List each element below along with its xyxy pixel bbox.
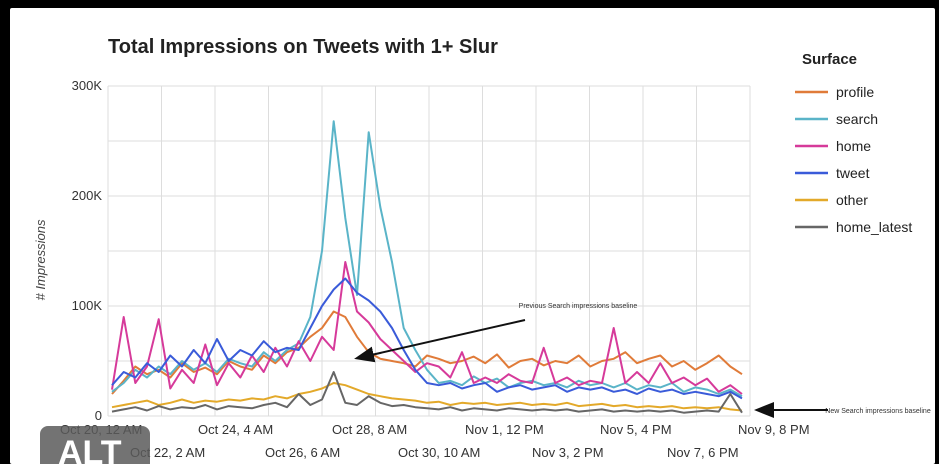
annotation-previous-baseline: Previous Search impressions baseline <box>519 303 638 310</box>
legend-label: home_latest <box>836 219 912 235</box>
x-tick-label: Oct 24, 4 AM <box>198 422 273 437</box>
series-line-other <box>111 382 743 412</box>
x-tick-label: Nov 9, 8 PM <box>738 422 810 437</box>
legend-label: tweet <box>836 165 870 181</box>
annotation-arrow <box>354 319 526 363</box>
y-tick-label: 300K <box>72 78 103 93</box>
x-tick-label: Nov 5, 4 PM <box>600 422 672 437</box>
legend: Surface profile search home tweet other home_… <box>795 51 912 235</box>
series-line-home_latest <box>111 371 743 414</box>
annotation-new-baseline: New Search impressions baseline <box>825 408 931 415</box>
legend-label: home <box>836 138 871 154</box>
y-tick-labels: 0 100K 200K 300K <box>72 78 103 423</box>
series-lines <box>111 120 743 414</box>
series-line-profile <box>111 310 743 395</box>
y-tick-label: 0 <box>95 408 102 423</box>
x-tick-label: Nov 7, 6 PM <box>667 445 739 460</box>
legend-label: other <box>836 192 868 208</box>
y-tick-label: 200K <box>72 188 103 203</box>
annotations: Previous Search impressions baseline New … <box>354 303 931 418</box>
legend-label: profile <box>836 84 874 100</box>
legend-title: Surface <box>802 51 857 68</box>
series-line-search <box>111 120 743 398</box>
chart-card: Total Impressions on Tweets with 1+ Slur… <box>10 8 935 464</box>
alt-badge[interactable]: ALT <box>40 426 150 464</box>
legend-label: search <box>836 111 878 127</box>
y-tick-label: 100K <box>72 298 103 313</box>
x-tick-label: Oct 28, 8 AM <box>332 422 407 437</box>
x-tick-label: Oct 26, 6 AM <box>265 445 340 460</box>
chart-title: Total Impressions on Tweets with 1+ Slur <box>108 36 498 58</box>
x-tick-label: Nov 1, 12 PM <box>465 422 544 437</box>
series-line-tweet <box>111 277 743 400</box>
series-line-home <box>111 261 743 395</box>
x-tick-label: Nov 3, 2 PM <box>532 445 604 460</box>
x-tick-label: Oct 30, 10 AM <box>398 445 480 460</box>
y-axis-title: # Impressions <box>33 219 48 300</box>
line-chart: Total Impressions on Tweets with 1+ Slur… <box>33 36 931 460</box>
grid-lines <box>107 85 751 417</box>
